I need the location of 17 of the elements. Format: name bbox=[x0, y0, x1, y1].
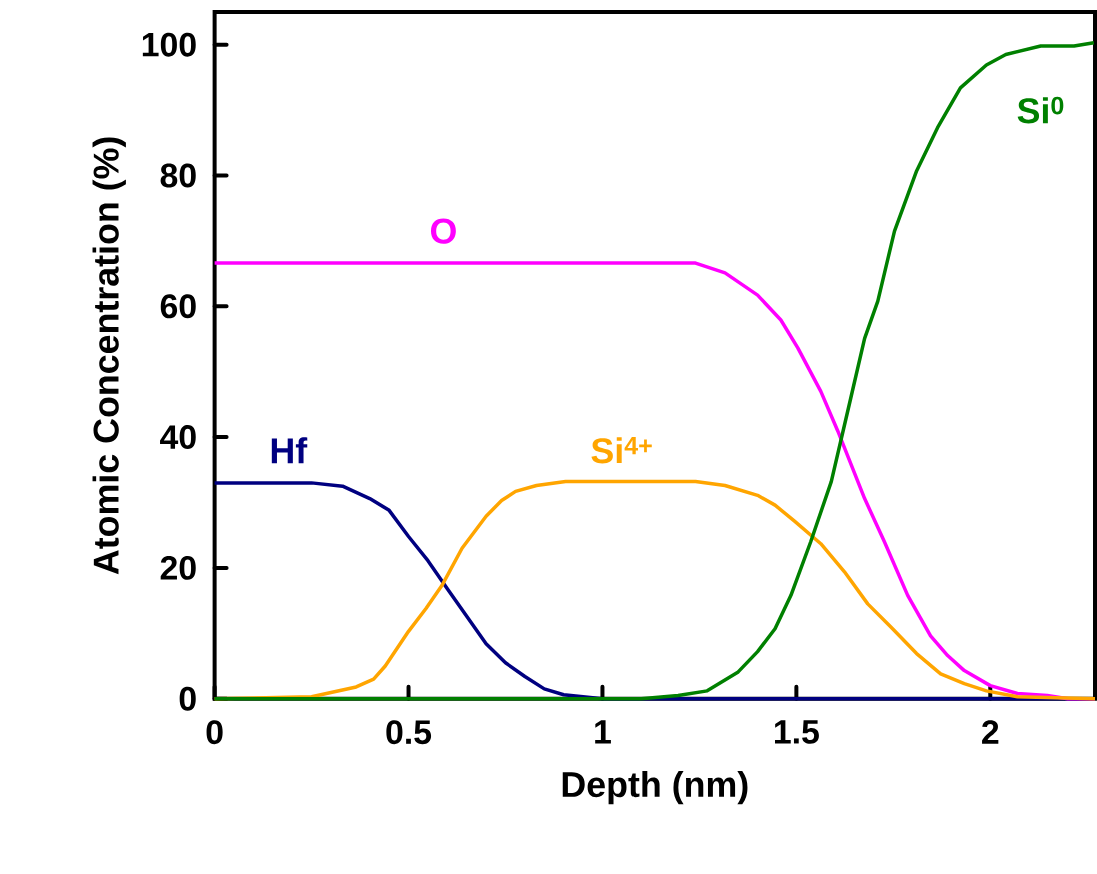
x-tick-label: 1.5 bbox=[775, 720, 819, 744]
y-tick-label: 20 bbox=[160, 555, 196, 580]
x-tick-label: 0 bbox=[206, 720, 223, 744]
y-tick-label: 0 bbox=[179, 686, 196, 711]
y-axis-title: Atomic Concentration (%) bbox=[92, 137, 126, 575]
x-tick-label: 2 bbox=[982, 720, 999, 744]
series-label: O bbox=[430, 218, 456, 244]
series-label: Hf bbox=[271, 437, 308, 463]
x-tick-label: 0.5 bbox=[386, 720, 432, 744]
series-label: Si$^{4+}$ bbox=[591, 436, 652, 464]
y-tick-label: 60 bbox=[160, 294, 196, 319]
y-tick-label: 100 bbox=[142, 32, 196, 57]
series-label: Si$^{0}$ bbox=[1017, 96, 1064, 124]
y-tick-label: 80 bbox=[160, 163, 196, 188]
x-axis-title: Depth (nm) bbox=[562, 770, 748, 805]
y-tick-label: 40 bbox=[160, 424, 196, 449]
x-tick-label: 1 bbox=[595, 720, 611, 744]
